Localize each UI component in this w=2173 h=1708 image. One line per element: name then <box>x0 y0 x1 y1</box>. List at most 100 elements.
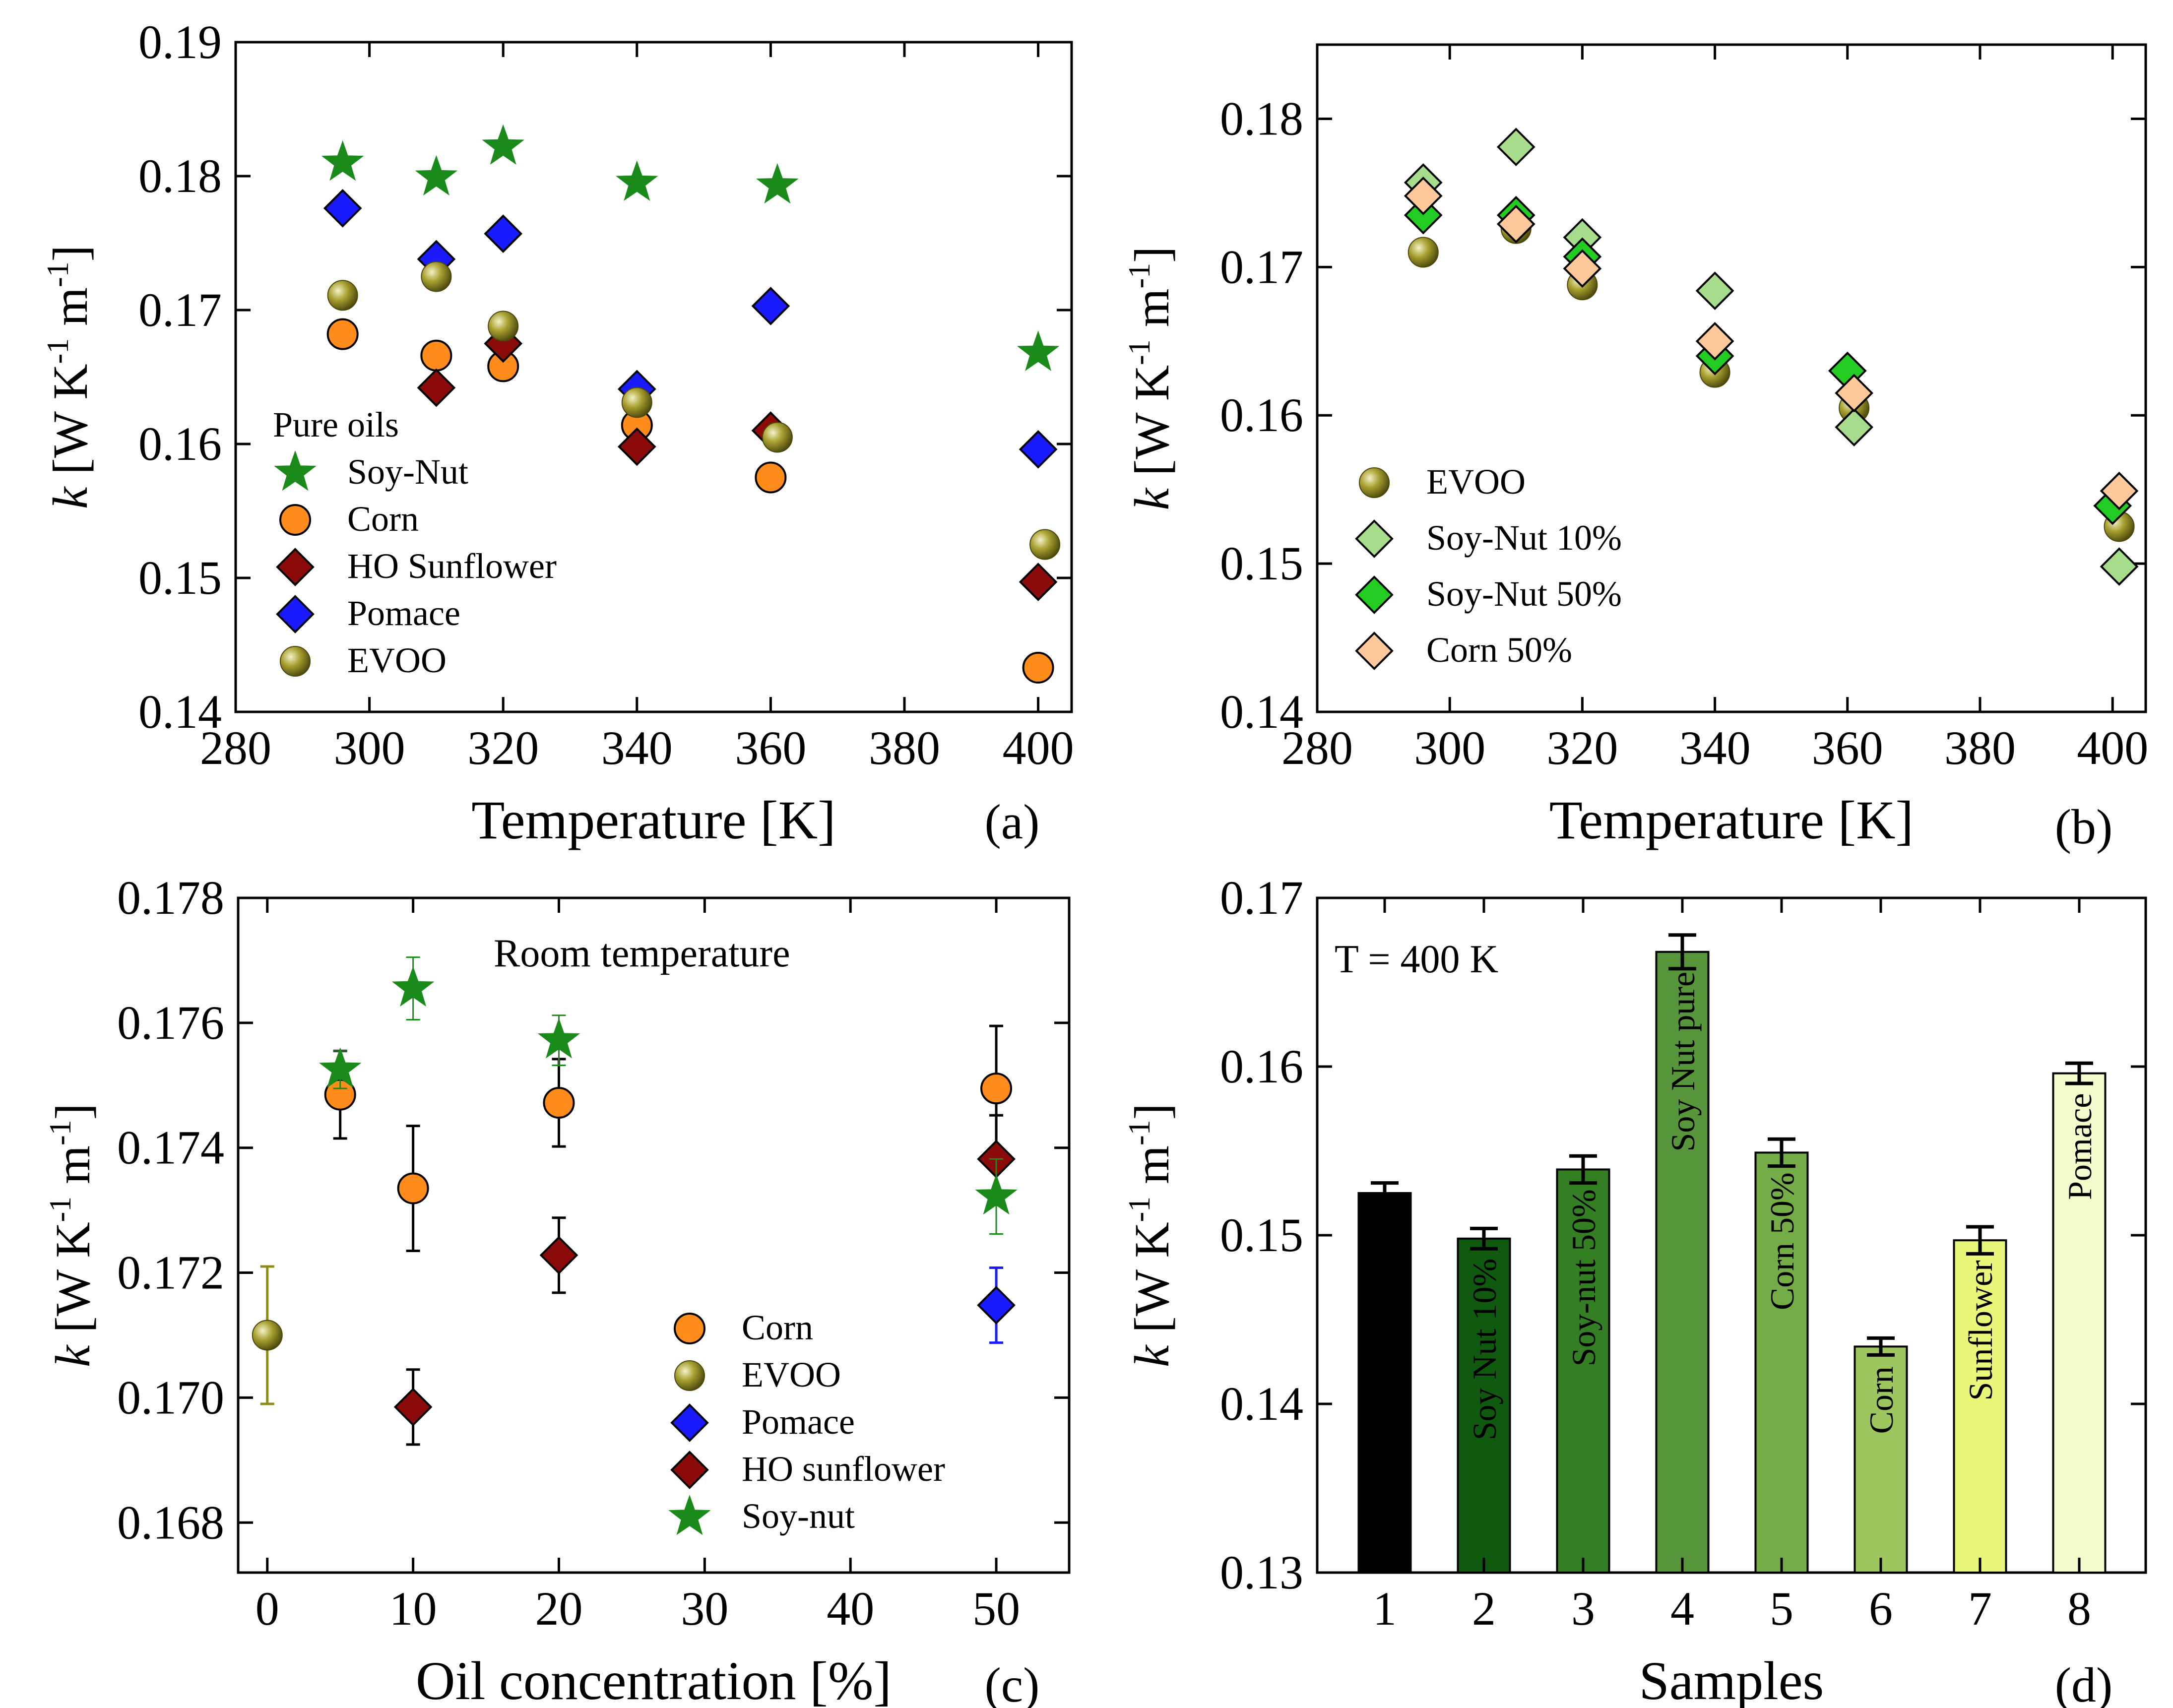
data-point-corn <box>755 461 787 494</box>
bar-4: Soy Nut pure 4 <box>1655 898 1710 1635</box>
data-point-soy-nut-10 <box>1496 127 1535 167</box>
data-point-pomace <box>977 1286 1016 1325</box>
series-soy-nut-10 <box>1404 127 2139 586</box>
data-point-soy-nut <box>537 1018 580 1059</box>
x-tick-label: 400 <box>2077 721 2148 774</box>
x-axis-label: Temperature [K] <box>1549 790 1914 850</box>
legend: Corn EVOO Pomace HO sunflower Soy-nut <box>668 1308 945 1536</box>
bar-1: EVOO 1 <box>1357 898 1412 1635</box>
series-corn <box>324 1024 1013 1252</box>
bar-rect <box>1655 950 1710 1574</box>
y-tick-label: 0.178 <box>117 871 224 924</box>
legend-marker-evoo <box>1359 467 1390 498</box>
data-point-evoo <box>1407 237 1439 268</box>
legend-marker-ho-sunflower <box>670 1451 709 1489</box>
data-point-evoo <box>488 311 519 342</box>
series-corn-50 <box>1404 177 2139 510</box>
series-soy-nut <box>319 956 1018 1235</box>
legend-item-ho-sunflower: HO sunflower <box>670 1449 945 1489</box>
series-ho-sunflower <box>393 1114 1016 1446</box>
legend-marker-corn <box>279 504 311 536</box>
plot-frame <box>237 896 1071 1574</box>
data-point-soy-nut <box>482 124 524 165</box>
y-axis-label: k [W K-1 m-1] <box>1123 1103 1179 1367</box>
bar-label: Sunflower <box>1962 1260 1999 1401</box>
legend-marker-evoo <box>674 1360 705 1391</box>
x-axis-label: Samples <box>1639 1650 1824 1708</box>
legend-label: Corn <box>347 499 419 539</box>
data-point-corn <box>326 318 359 350</box>
bar-label: Soy Nut pure <box>1664 972 1702 1152</box>
data-point-soy-nut <box>616 160 658 201</box>
panel-label: (d) <box>2055 1657 2113 1708</box>
data-point-evoo <box>421 261 452 292</box>
legend-title: Pure oils <box>273 405 399 444</box>
legend-item-corn-50: Corn 50% <box>1355 630 1572 670</box>
legend-item-soy-nut-50: Soy-Nut 50% <box>1355 574 1622 614</box>
bar-rect <box>1357 1192 1412 1574</box>
x-tick-label: 5 <box>1770 1582 1793 1635</box>
bar-8: Pomace 8 <box>2052 898 2107 1635</box>
x-tick-label: 340 <box>1679 721 1751 774</box>
legend-label: Soy-Nut <box>347 452 468 492</box>
x-axis-label: Temperature [K] <box>471 790 835 850</box>
panel-c: 0.168 0.170 0.172 0.174 0.176 0.178 0 10 20 30 40 5… <box>44 871 1071 1708</box>
annotation: T = 400 K <box>1335 938 1498 981</box>
bar-rect <box>1754 1151 1809 1574</box>
data-point-ho-sunflower <box>1019 563 1058 601</box>
y-tick-label: 0.18 <box>1220 92 1303 145</box>
data-point-soy-nut <box>415 155 458 196</box>
legend-label: Pomace <box>742 1402 855 1442</box>
legend-item-soy-nut: Soy-nut <box>668 1495 855 1536</box>
plot-frame <box>1316 43 2147 713</box>
data-point-corn-50 <box>1695 321 1734 361</box>
data-point-soy-nut-50 <box>1404 195 1443 235</box>
legend-label: Soy-nut <box>742 1496 855 1536</box>
x-tick-label: 0 <box>256 1582 279 1635</box>
data-point-evoo <box>1029 529 1061 560</box>
legend-item-pomace: Pomace <box>276 593 460 633</box>
bar-7: Sunflower 7 <box>1953 898 2007 1635</box>
x-tick-label: 50 <box>972 1582 1020 1635</box>
legend-label: HO sunflower <box>742 1449 945 1489</box>
legend-marker-ho-sunflower <box>276 548 315 586</box>
x-tick-label: 380 <box>1944 721 2016 774</box>
x-tick-label: 20 <box>535 1582 582 1635</box>
data-point-soy-nut <box>1017 330 1060 371</box>
data-point-evoo <box>327 280 358 311</box>
y-tick-label: 0.15 <box>1220 1208 1303 1262</box>
legend-marker-pomace <box>670 1403 709 1442</box>
y-tick-label: 0.176 <box>117 996 224 1049</box>
legend-item-ho-sunflower: HO Sunflower <box>276 546 557 586</box>
data-point-pomace <box>323 189 362 228</box>
panel-b: 0.14 0.15 0.16 0.17 0.18 280 300 320 340 360 380 40… <box>1123 43 2148 854</box>
panel-a: 0.14 0.15 0.16 0.17 0.18 0.19 280 300 320 340 360 3… <box>41 15 1074 850</box>
bar-label: Soy-nut 50% <box>1565 1189 1602 1366</box>
legend-item-corn: Corn <box>279 499 419 539</box>
x-tick-label: 360 <box>1812 721 1883 774</box>
bar-rect <box>1457 1237 1511 1574</box>
x-tick-label: 8 <box>2067 1582 2091 1635</box>
legend-marker-corn <box>674 1313 705 1344</box>
x-tick-label: 300 <box>334 721 405 774</box>
x-tick-label: 400 <box>1003 721 1074 774</box>
data-point-soy-nut <box>319 1047 362 1088</box>
data-point-corn <box>397 1172 429 1204</box>
bar-6: Corn 6 <box>1853 898 1908 1635</box>
data-point-corn-50 <box>1835 374 1873 413</box>
y-tick-label: 0.14 <box>138 685 222 738</box>
bar-rect <box>1556 1168 1610 1574</box>
x-tick-label: 10 <box>389 1582 437 1635</box>
legend-label: Soy-Nut 50% <box>1426 574 1622 614</box>
x-axis-label: Oil concentration [%] <box>416 1650 892 1708</box>
y-tick-label: 0.16 <box>1220 388 1303 442</box>
bar-3: Soy-nut 50% 3 <box>1556 898 1610 1635</box>
y-tick-label: 0.174 <box>117 1121 224 1174</box>
panel-label: (c) <box>985 1657 1040 1708</box>
series-pomace <box>977 1266 1016 1344</box>
x-tick-label: 280 <box>200 721 271 774</box>
x-tick-label: 320 <box>467 721 539 774</box>
bar-rect <box>1853 1345 1908 1574</box>
legend-item-soy-nut: Soy-Nut <box>274 450 468 492</box>
